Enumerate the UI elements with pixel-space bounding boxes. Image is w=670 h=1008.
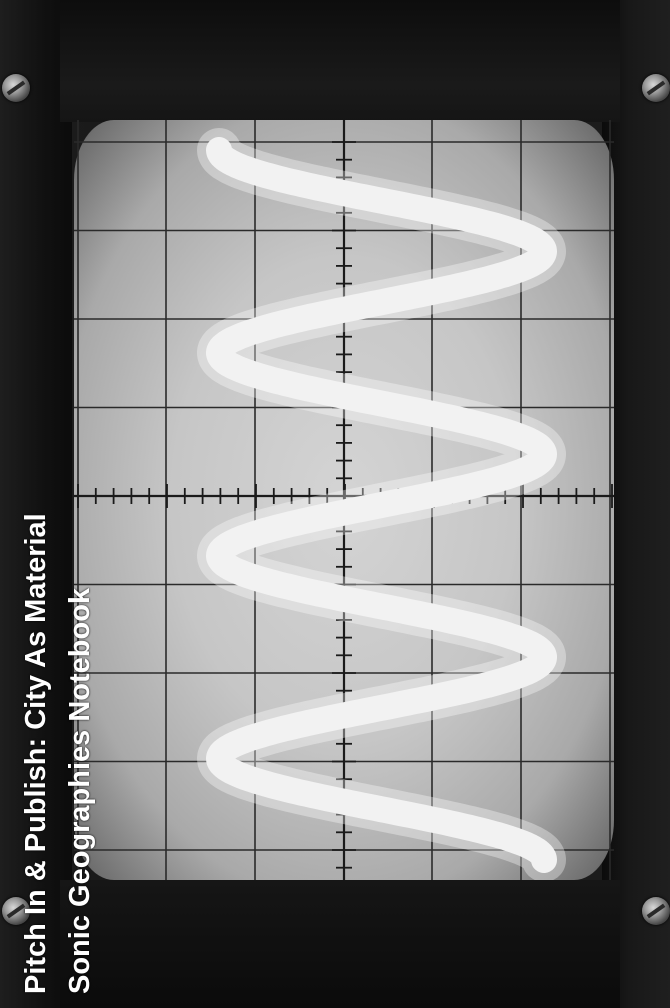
screw-icon	[2, 897, 30, 925]
trace-line	[206, 137, 557, 873]
top-frame	[60, 0, 620, 122]
screw-icon	[642, 74, 670, 102]
screw-icon	[2, 74, 30, 102]
screw-icon	[642, 897, 670, 925]
left-rail	[0, 0, 72, 1008]
bottom-frame	[60, 880, 620, 1008]
waveform-trace	[197, 128, 566, 880]
